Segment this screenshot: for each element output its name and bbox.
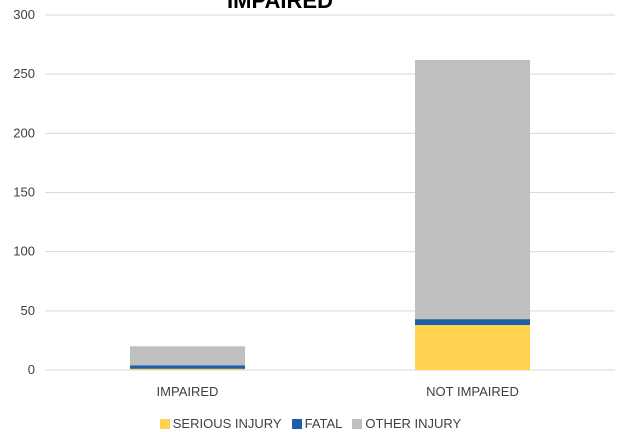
legend: SERIOUS INJURY FATAL OTHER INJURY [0,416,621,431]
legend-swatch [352,418,363,429]
x-category-label: IMPAIRED [157,384,219,399]
legend-swatch [159,418,170,429]
legend-swatch [291,418,302,429]
legend-item: OTHER INJURY [352,416,461,431]
y-tick-label: 50 [21,303,35,318]
x-category-label: NOT IMPAIRED [426,384,519,399]
chart-title: IMPAIRED [227,0,333,13]
bar-fatal-not-impaired [415,319,530,326]
legend-label: FATAL [304,416,343,431]
bar-serious-injury-not-impaired [415,325,530,370]
bars [130,59,530,370]
legend-item: FATAL [291,416,343,431]
y-tick-label: 300 [13,7,35,22]
legend-label: OTHER INJURY [365,416,462,431]
legend-label: SERIOUS INJURY [172,416,282,431]
y-tick-label: 250 [13,66,35,81]
bar-other-injury-impaired [130,346,245,366]
y-tick-label: 200 [13,125,35,140]
x-axis-category-labels: IMPAIRED NOT IMPAIRED [157,384,519,399]
bar-fatal-impaired [130,365,245,369]
y-axis-tick-labels: 0 50 100 150 200 250 300 [13,7,35,377]
y-tick-label: 150 [13,185,35,200]
y-tick-label: 100 [13,244,35,259]
bar-serious-injury-impaired [130,368,245,370]
bar-other-injury-not-impaired [415,59,530,320]
y-tick-label: 0 [28,362,35,377]
legend-item: SERIOUS INJURY [159,416,282,431]
